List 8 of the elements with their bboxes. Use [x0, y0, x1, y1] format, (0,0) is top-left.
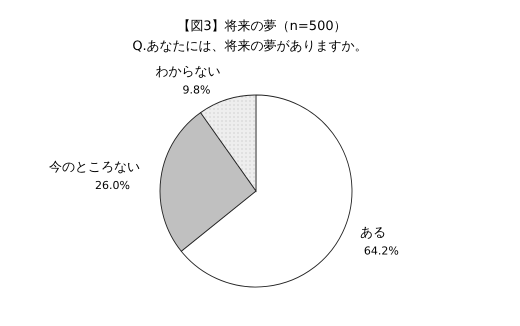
chart-subtitle: Q.あなたには、将来の夢がありますか。 [132, 39, 368, 54]
data-label: 64.2% [364, 244, 399, 258]
slice-label: ある [360, 226, 386, 241]
data-label: 26.0% [95, 178, 130, 192]
chart-title: 【図3】将来の夢（n=500） [177, 19, 347, 34]
slice-label: わからない [156, 64, 221, 80]
data-label: 9.8% [182, 83, 211, 96]
slice-label: 今のところない [48, 160, 140, 175]
